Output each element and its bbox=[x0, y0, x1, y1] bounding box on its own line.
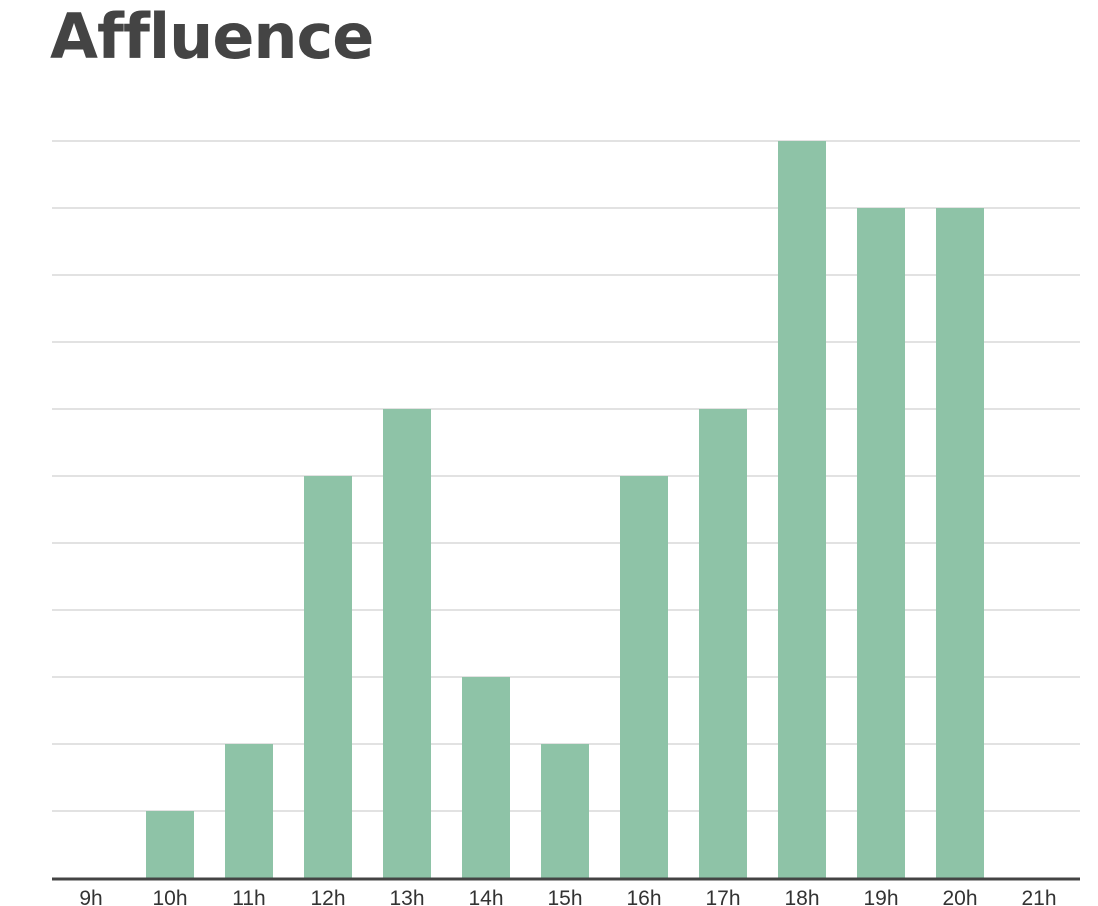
x-tick-labels: 9h 10h 11h 12h 13h 14h 15h 16h 17h 18h 19h 20h 21h bbox=[79, 887, 1056, 906]
x-tick-19h: 19h bbox=[863, 887, 898, 906]
bar-19h bbox=[857, 208, 905, 878]
bar-20h bbox=[936, 208, 984, 878]
x-tick-21h: 21h bbox=[1021, 887, 1056, 906]
x-tick-16h: 16h bbox=[626, 887, 661, 906]
bar-10h bbox=[146, 811, 194, 878]
x-tick-11h: 11h bbox=[232, 887, 265, 906]
bar-12h bbox=[304, 476, 352, 878]
bar-11h bbox=[225, 744, 273, 878]
gridlines bbox=[52, 140, 1080, 812]
chart-title: Affluence bbox=[50, 0, 374, 73]
x-tick-18h: 18h bbox=[784, 887, 819, 906]
bar-15h bbox=[541, 744, 589, 878]
x-tick-14h: 14h bbox=[468, 887, 503, 906]
bar-16h bbox=[620, 476, 668, 878]
x-tick-13h: 13h bbox=[389, 887, 424, 906]
x-tick-9h: 9h bbox=[79, 887, 102, 906]
x-tick-17h: 17h bbox=[705, 887, 740, 906]
x-tick-10h: 10h bbox=[152, 887, 187, 906]
x-tick-15h: 15h bbox=[547, 887, 582, 906]
x-tick-12h: 12h bbox=[310, 887, 345, 906]
bar-18h bbox=[778, 141, 826, 878]
bar-14h bbox=[462, 677, 510, 878]
x-tick-20h: 20h bbox=[942, 887, 977, 906]
bar-17h bbox=[699, 409, 747, 878]
bars bbox=[146, 141, 984, 878]
bar-13h bbox=[383, 409, 431, 878]
